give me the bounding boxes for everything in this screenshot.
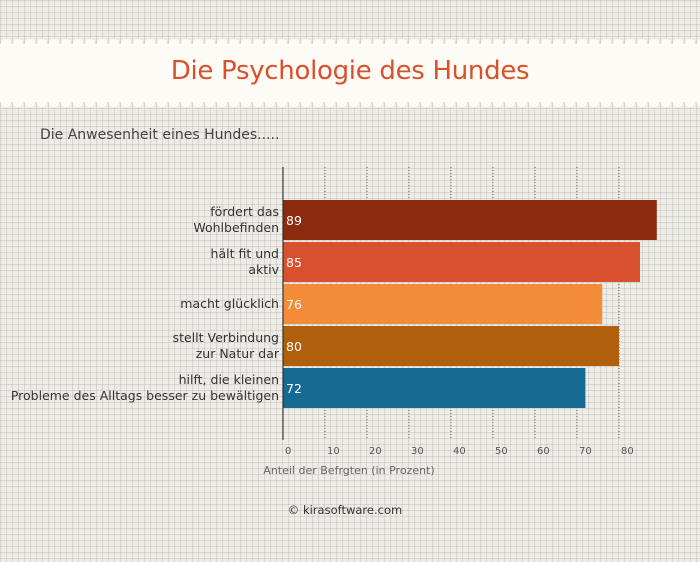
title-banner bbox=[0, 38, 700, 108]
tick-label: 10 bbox=[327, 446, 340, 457]
tick-label: 20 bbox=[369, 446, 382, 457]
tick-label: 50 bbox=[495, 446, 508, 457]
category-labels: fördert das Wohlbefinden hält fit und aktiv… bbox=[11, 204, 280, 403]
category-label-line: stellt Verbindung bbox=[173, 330, 279, 345]
source-credit: © kirasoftware.com bbox=[287, 503, 403, 517]
category-label-line: zur Natur dar bbox=[196, 346, 280, 361]
bar bbox=[283, 326, 619, 366]
category-label-line: macht glücklich bbox=[180, 296, 279, 311]
value-label: 80 bbox=[286, 339, 302, 354]
value-label: 72 bbox=[286, 381, 302, 396]
value-label: 76 bbox=[286, 297, 302, 312]
tick-label: 0 bbox=[285, 446, 291, 457]
tick-label: 70 bbox=[579, 446, 592, 457]
tick-label: 60 bbox=[537, 446, 550, 457]
bar bbox=[283, 368, 586, 408]
category-label: hält fit und aktiv bbox=[211, 246, 280, 277]
category-label-line: aktiv bbox=[248, 262, 279, 277]
tick-label: 80 bbox=[621, 446, 634, 457]
value-labels: 89 85 76 80 72 bbox=[286, 213, 302, 396]
tick-label: 40 bbox=[453, 446, 466, 457]
value-label: 85 bbox=[286, 255, 302, 270]
category-label: hilft, die kleinen Probleme des Alltags b… bbox=[11, 372, 279, 403]
category-label-line: Wohlbefinden bbox=[193, 220, 279, 235]
bars bbox=[283, 200, 657, 408]
tick-labels: 0 10 20 30 40 50 60 70 80 bbox=[285, 446, 634, 457]
chart-subtitle: Die Anwesenheit eines Hundes..... bbox=[40, 127, 280, 143]
category-label: stellt Verbindung zur Natur dar bbox=[173, 330, 280, 361]
tick-label: 30 bbox=[411, 446, 424, 457]
value-label: 89 bbox=[286, 213, 302, 228]
category-label-line: fördert das bbox=[210, 204, 279, 219]
page-title: Die Psychologie des Hundes bbox=[170, 56, 530, 86]
category-label-line: hält fit und bbox=[211, 246, 279, 261]
category-label: fördert das Wohlbefinden bbox=[193, 204, 279, 235]
bar bbox=[283, 200, 657, 240]
bar bbox=[283, 284, 603, 324]
x-axis-title: Anteil der Befrgten (in Prozent) bbox=[263, 464, 434, 477]
category-label: macht glücklich bbox=[180, 296, 279, 311]
bar bbox=[283, 242, 640, 282]
category-label-line: Probleme des Alltags besser zu bewältige… bbox=[11, 388, 279, 403]
category-label-line: hilft, die kleinen bbox=[179, 372, 279, 387]
